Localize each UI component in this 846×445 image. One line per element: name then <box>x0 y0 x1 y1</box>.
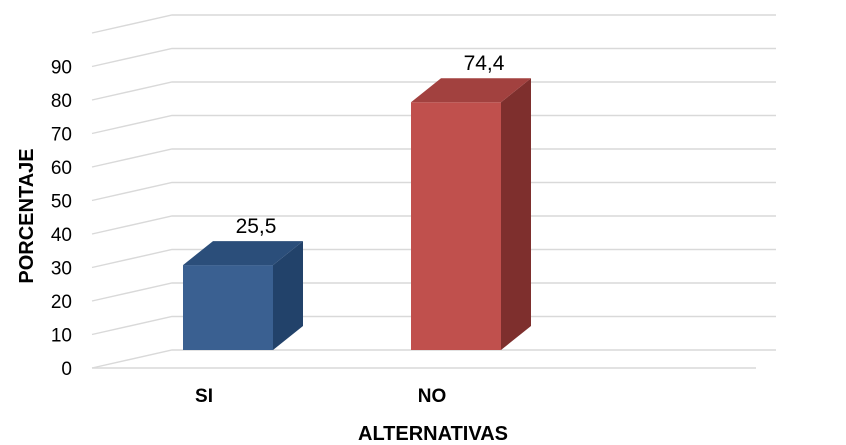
bar-no <box>411 78 531 351</box>
x-tick-label: SI <box>195 386 213 407</box>
y-tick-label: 80 <box>51 91 72 112</box>
bar-side <box>273 241 303 350</box>
y-tick-label: 70 <box>51 125 72 146</box>
x-tick-label: NO <box>418 386 447 407</box>
gridline <box>91 282 776 302</box>
gridline <box>91 349 776 369</box>
bars <box>183 78 531 351</box>
gridline <box>91 81 776 101</box>
bar-top <box>183 241 303 266</box>
gridline <box>91 148 776 168</box>
gridline <box>91 14 776 34</box>
x-tick-labels: SI NO <box>195 386 446 407</box>
y-tick-label: 20 <box>51 292 72 313</box>
gridline <box>91 114 776 135</box>
bar-front <box>411 102 501 350</box>
data-label: 74,4 <box>464 52 505 75</box>
y-tick-label: 0 <box>61 359 72 380</box>
y-axis-title: PORCENTAJE <box>16 148 38 283</box>
y-tick-label: 50 <box>51 192 72 213</box>
y-tick-label: 10 <box>51 326 72 347</box>
bar-front <box>183 265 273 350</box>
gridline <box>91 315 776 336</box>
y-tick-label: 40 <box>51 225 72 246</box>
y-tick-label: 90 <box>51 58 72 79</box>
gridline <box>91 181 776 202</box>
gridline <box>91 248 776 269</box>
x-axis-title: ALTERNATIVAS <box>358 423 508 445</box>
gridlines <box>91 14 776 369</box>
bar-si <box>183 241 303 350</box>
bar-side <box>501 78 531 351</box>
data-labels: 25,5 74,4 <box>236 52 505 238</box>
y-tick-labels: 0 10 20 30 40 50 60 70 80 90 <box>51 58 72 381</box>
gridline <box>91 215 776 235</box>
gridline <box>91 47 776 68</box>
y-tick-label: 60 <box>51 158 72 179</box>
y-tick-label: 30 <box>51 259 72 280</box>
data-label: 25,5 <box>236 215 277 238</box>
bar-top <box>411 78 531 103</box>
